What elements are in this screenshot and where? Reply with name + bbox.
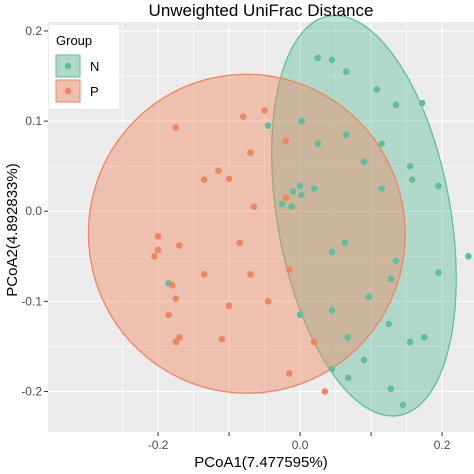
point-n xyxy=(408,176,416,183)
point-n xyxy=(288,203,295,211)
point-n xyxy=(360,158,368,165)
point-p xyxy=(200,176,208,183)
point-n xyxy=(365,293,373,301)
point-n xyxy=(298,191,305,199)
point-p xyxy=(172,338,180,346)
legend-marker-n xyxy=(64,62,72,70)
y-axis-title: PCoA2(4.892833%) xyxy=(4,163,21,296)
point-p xyxy=(225,175,233,183)
point-n xyxy=(387,385,395,393)
point-n xyxy=(360,356,368,364)
point-n xyxy=(435,182,442,190)
y-tick-label: 0.2 xyxy=(25,24,42,38)
point-p xyxy=(321,388,329,395)
point-p xyxy=(264,298,272,305)
point-n xyxy=(385,320,393,328)
legend: Group N P xyxy=(49,25,119,109)
point-p xyxy=(218,335,226,343)
chart-title: Unweighted UniFrac Distance xyxy=(149,1,374,20)
point-p xyxy=(286,266,293,274)
point-p xyxy=(225,302,233,310)
point-n xyxy=(392,101,400,109)
point-n xyxy=(465,252,472,260)
ellipse-n xyxy=(271,14,457,417)
point-p xyxy=(154,246,162,254)
point-n xyxy=(378,140,386,147)
point-p xyxy=(250,203,258,211)
point-p xyxy=(172,124,180,131)
point-p xyxy=(151,252,158,260)
point-p xyxy=(154,233,162,240)
point-p xyxy=(176,242,183,249)
point-n xyxy=(328,307,336,314)
y-tick-label: -0.1 xyxy=(21,294,42,308)
point-n xyxy=(289,188,297,195)
point-p xyxy=(215,167,222,174)
legend-marker-p xyxy=(64,87,72,95)
y-tick-label: -0.2 xyxy=(21,384,42,398)
point-n xyxy=(435,269,442,276)
point-p xyxy=(239,113,247,120)
point-n xyxy=(378,185,386,193)
point-n xyxy=(406,162,414,170)
point-p xyxy=(282,137,290,145)
point-p xyxy=(168,281,176,289)
point-n xyxy=(296,311,304,319)
point-n xyxy=(328,365,336,373)
point-p xyxy=(172,295,180,302)
point-n xyxy=(406,338,414,346)
legend-label-p: P xyxy=(90,84,99,99)
point-p xyxy=(310,338,318,346)
point-n xyxy=(342,68,350,75)
point-n xyxy=(341,239,349,247)
point-n xyxy=(344,334,351,341)
axis-ticks: -0.2 0.0 0.2 -0.2 -0.1 0.0 0.1 0.2 xyxy=(21,24,450,452)
point-n xyxy=(387,275,395,283)
point-n xyxy=(279,200,286,208)
point-n xyxy=(296,182,304,190)
x-axis-title: PCoA1(7.477595%) xyxy=(194,454,327,471)
point-p xyxy=(286,370,293,377)
point-n xyxy=(392,257,400,265)
point-p xyxy=(261,107,268,114)
point-p xyxy=(165,311,172,319)
point-n xyxy=(314,54,322,62)
point-n xyxy=(342,131,350,138)
x-tick-label: -0.2 xyxy=(148,438,169,452)
point-n xyxy=(399,401,407,409)
data-points xyxy=(151,54,472,409)
point-n xyxy=(373,86,381,93)
y-tick-label: 0.0 xyxy=(25,204,42,218)
legend-title: Group xyxy=(56,33,92,48)
point-n xyxy=(310,185,318,193)
point-p xyxy=(200,271,208,278)
point-p xyxy=(236,239,243,247)
point-n xyxy=(418,99,426,107)
point-n xyxy=(345,374,352,382)
point-n xyxy=(298,117,305,125)
point-p xyxy=(247,149,254,156)
point-n xyxy=(264,122,272,129)
x-tick-label: 0.2 xyxy=(434,438,451,452)
y-tick-label: 0.1 xyxy=(25,114,42,128)
legend-label-n: N xyxy=(90,59,99,74)
point-n xyxy=(421,334,428,341)
point-p xyxy=(176,334,183,341)
point-n xyxy=(328,248,336,256)
point-n xyxy=(328,56,336,64)
x-tick-label: 0.0 xyxy=(292,438,309,452)
point-p xyxy=(247,271,254,278)
point-p xyxy=(282,194,290,202)
point-n xyxy=(314,140,322,147)
